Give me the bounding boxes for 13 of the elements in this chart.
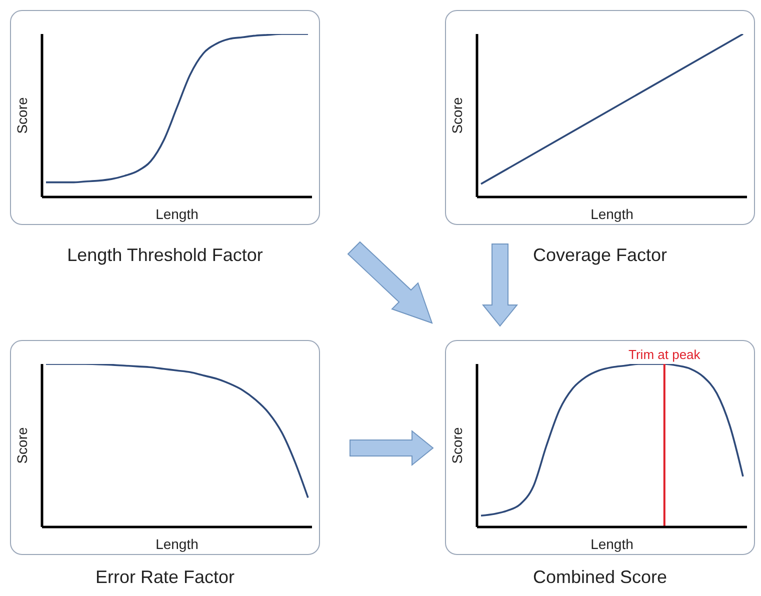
x-axis-title: Length [156,536,198,552]
y-axis-title: Score [14,97,30,134]
y-axis-title: Score [448,97,465,134]
y-axis-title: Score [448,427,465,464]
x-axis-title: Length [156,206,198,222]
text: Trim at peak [628,347,701,362]
text: Combined Score [532,567,668,588]
x-axis-title: Length [590,536,634,552]
text: Error Rate Factor [94,567,236,588]
y-axis-title: Score [14,427,30,464]
x-axis-title: Length [590,206,634,222]
text: Length Threshold Factor [66,245,264,266]
text: Coverage Factor [532,245,668,266]
